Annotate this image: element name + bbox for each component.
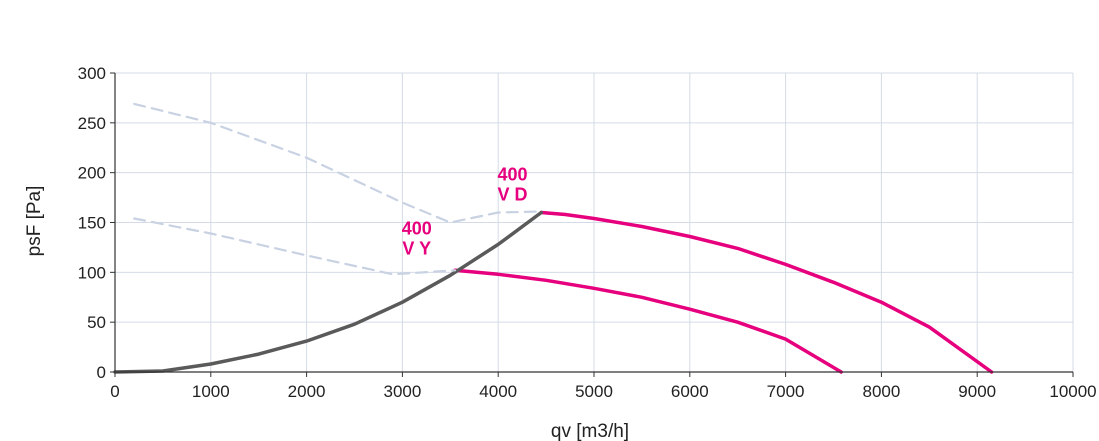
axes xyxy=(110,72,1074,377)
curve-annotation: 400 V Y xyxy=(402,218,432,258)
solid-curve-1 xyxy=(453,268,843,374)
x-tick-label: 4000 xyxy=(479,382,517,401)
y-tick-label: 250 xyxy=(78,114,106,133)
solid-curve-2 xyxy=(113,210,544,374)
tick-labels: 0 1000 2000 3000 4000 5000 6000 7000 8000 9000 100… xyxy=(78,64,1097,401)
curve-annotation: 400 V D xyxy=(498,165,528,205)
x-axis-title: qv [m3/h] xyxy=(551,421,629,441)
y-tick-label: 200 xyxy=(78,164,106,183)
x-tick-label: 5000 xyxy=(575,382,613,401)
grid xyxy=(115,72,1074,372)
solid-curve-0 xyxy=(539,210,994,374)
y-tick-label: 150 xyxy=(78,214,106,233)
x-tick-label: 8000 xyxy=(862,382,900,401)
x-tick-label: 6000 xyxy=(671,382,709,401)
x-tick-label: 0 xyxy=(110,382,119,401)
x-tick-label: 9000 xyxy=(958,382,996,401)
annotations: 400 V D 400 V Y xyxy=(402,165,528,259)
x-tick-label: 10000 xyxy=(1049,382,1096,401)
x-tick-label: 2000 xyxy=(288,382,326,401)
y-tick-label: 100 xyxy=(78,263,106,282)
y-tick-label: 50 xyxy=(87,313,106,332)
y-tick-label: 0 xyxy=(97,363,106,382)
x-tick-label: 3000 xyxy=(383,382,421,401)
y-axis-title: psF [Pa] xyxy=(24,186,45,257)
x-tick-label: 1000 xyxy=(192,382,230,401)
y-tick-label: 300 xyxy=(78,64,106,83)
dashed-curve-3 xyxy=(133,102,543,224)
x-tick-label: 7000 xyxy=(767,382,805,401)
curves xyxy=(113,102,994,374)
